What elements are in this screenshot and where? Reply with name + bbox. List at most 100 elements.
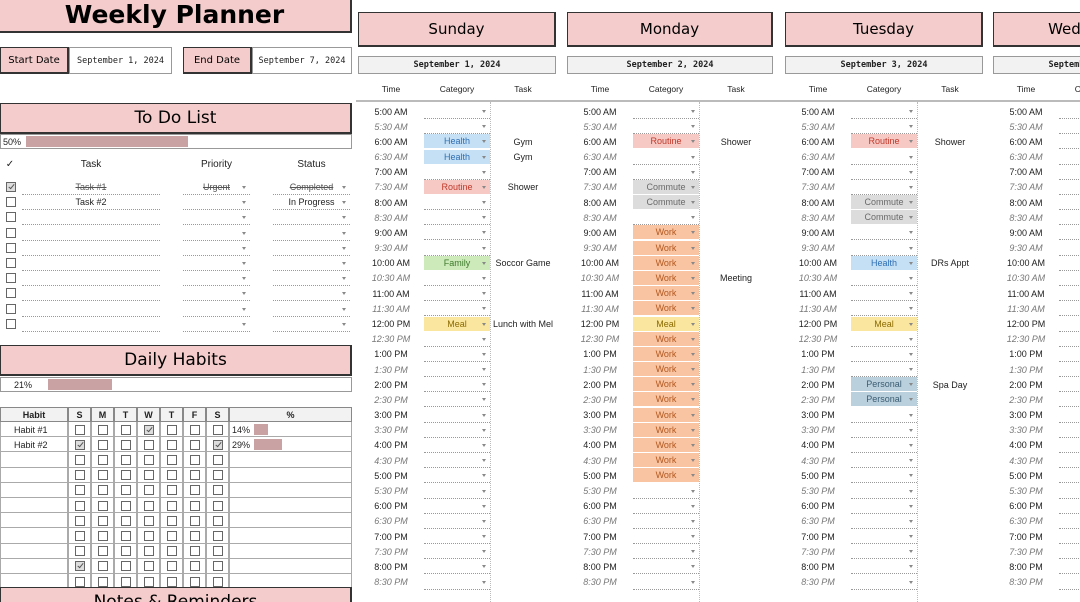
category-cell[interactable] [851, 165, 917, 180]
category-cell[interactable] [851, 104, 917, 119]
category-cell[interactable] [851, 408, 917, 423]
category-cell[interactable] [1059, 317, 1080, 332]
dropdown-arrow[interactable] [342, 277, 346, 281]
dropdown-arrow[interactable] [909, 246, 913, 250]
dropdown-arrow[interactable] [482, 519, 486, 523]
dropdown-arrow[interactable] [691, 231, 695, 235]
category-cell[interactable] [424, 514, 490, 529]
category-cell[interactable] [1059, 392, 1080, 408]
checkbox[interactable] [190, 546, 200, 557]
category-cell[interactable] [851, 499, 917, 514]
category-cell[interactable] [633, 559, 699, 575]
category-cell[interactable] [1059, 119, 1080, 135]
dropdown-arrow[interactable] [909, 307, 913, 311]
checkbox[interactable] [121, 546, 131, 557]
dropdown-arrow[interactable] [342, 322, 346, 326]
category-cell[interactable]: Commute [633, 195, 699, 211]
dropdown-arrow[interactable] [691, 307, 695, 311]
dropdown-arrow[interactable] [242, 201, 246, 205]
category-cell[interactable]: Health [424, 134, 490, 150]
dropdown-arrow[interactable] [691, 519, 695, 523]
category-cell[interactable] [851, 332, 917, 347]
dropdown-arrow[interactable] [909, 489, 913, 493]
category-cell[interactable] [851, 484, 917, 499]
checkbox[interactable] [144, 439, 154, 450]
category-cell[interactable] [424, 332, 490, 347]
dropdown-arrow[interactable] [482, 489, 486, 493]
checkbox[interactable] [6, 258, 16, 268]
checkbox[interactable] [121, 485, 131, 496]
category-cell[interactable] [424, 286, 490, 302]
dropdown-arrow[interactable] [691, 383, 695, 387]
checkbox[interactable] [144, 424, 154, 435]
dropdown-arrow[interactable] [909, 261, 913, 265]
checkbox[interactable] [98, 454, 108, 465]
category-cell[interactable] [1059, 453, 1080, 469]
dropdown-arrow[interactable] [691, 261, 695, 265]
checkbox[interactable] [121, 561, 131, 572]
checkbox[interactable] [190, 485, 200, 496]
category-cell[interactable] [424, 301, 490, 317]
category-cell[interactable] [1059, 165, 1080, 180]
dropdown-arrow[interactable] [691, 185, 695, 189]
checkbox[interactable] [167, 439, 177, 450]
dropdown-arrow[interactable] [482, 201, 486, 205]
category-cell[interactable] [424, 423, 490, 438]
category-cell[interactable]: Work [633, 437, 699, 453]
category-cell[interactable] [424, 529, 490, 545]
category-cell[interactable] [851, 453, 917, 469]
category-cell[interactable] [1059, 529, 1080, 545]
category-cell[interactable] [851, 241, 917, 256]
category-cell[interactable] [1059, 468, 1080, 484]
checkbox[interactable] [6, 197, 16, 208]
category-cell[interactable] [424, 104, 490, 119]
dropdown-arrow[interactable] [909, 352, 913, 356]
dropdown-arrow[interactable] [909, 110, 913, 113]
dropdown-arrow[interactable] [909, 368, 913, 372]
category-cell[interactable] [633, 104, 699, 119]
dropdown-arrow[interactable] [482, 337, 486, 341]
category-cell[interactable] [1059, 134, 1080, 150]
dropdown-arrow[interactable] [691, 489, 695, 493]
category-cell[interactable] [851, 271, 917, 286]
dropdown-arrow[interactable] [691, 276, 695, 280]
dropdown-arrow[interactable] [482, 261, 486, 265]
dropdown-arrow[interactable] [342, 231, 346, 235]
category-cell[interactable]: Routine [851, 134, 917, 150]
category-cell[interactable]: Health [851, 255, 917, 271]
category-cell[interactable] [1059, 514, 1080, 529]
dropdown-arrow[interactable] [691, 474, 695, 478]
category-cell[interactable]: Personal [851, 377, 917, 393]
category-cell[interactable]: Routine [424, 179, 490, 195]
category-cell[interactable] [1059, 544, 1080, 560]
category-cell[interactable]: Work [633, 240, 699, 256]
category-cell[interactable] [424, 575, 490, 590]
category-cell[interactable] [1059, 438, 1080, 453]
dropdown-arrow[interactable] [482, 216, 486, 220]
category-cell[interactable] [1059, 286, 1080, 302]
checkbox[interactable] [190, 470, 200, 481]
dropdown-arrow[interactable] [482, 383, 486, 387]
dropdown-arrow[interactable] [909, 337, 913, 341]
category-cell[interactable] [1059, 499, 1080, 514]
category-cell[interactable] [424, 468, 490, 484]
category-cell[interactable]: Commute [633, 179, 699, 195]
checkbox[interactable] [75, 470, 85, 481]
checkbox[interactable] [190, 515, 200, 526]
dropdown-arrow[interactable] [909, 428, 913, 432]
dropdown-arrow[interactable] [909, 474, 913, 478]
checkbox[interactable] [6, 227, 16, 238]
category-cell[interactable] [424, 119, 490, 135]
dropdown-arrow[interactable] [342, 186, 346, 189]
dropdown-arrow[interactable] [691, 459, 695, 463]
dropdown-arrow[interactable] [691, 140, 695, 144]
checkbox[interactable] [121, 470, 131, 481]
category-cell[interactable]: Personal [851, 392, 917, 408]
dropdown-arrow[interactable] [482, 307, 486, 311]
dropdown-arrow[interactable] [242, 216, 246, 220]
category-cell[interactable]: Work [633, 453, 699, 469]
category-cell[interactable] [1059, 575, 1080, 590]
checkbox[interactable] [121, 576, 131, 587]
dropdown-arrow[interactable] [342, 246, 346, 250]
checkbox[interactable] [190, 454, 200, 465]
